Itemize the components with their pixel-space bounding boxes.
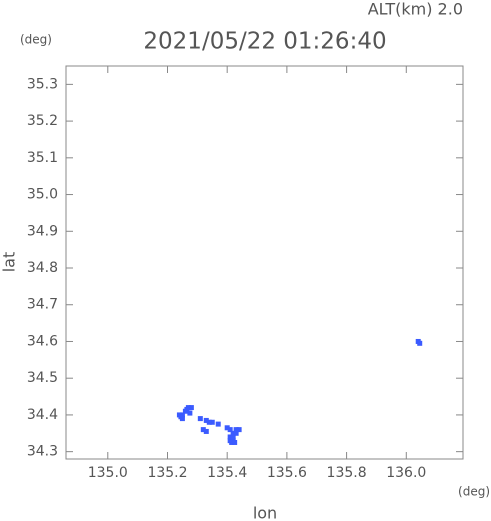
x-axis-label: lon xyxy=(253,504,277,521)
data-point xyxy=(236,427,242,433)
y-tick-label: 34.4 xyxy=(27,407,58,423)
chart-title: 2021/05/22 01:26:40 xyxy=(143,29,386,55)
data-point xyxy=(178,414,184,420)
y-tick-label: 34.3 xyxy=(27,444,58,460)
y-tick-label: 35.0 xyxy=(27,187,58,203)
y-tick-label: 34.9 xyxy=(27,223,58,239)
data-point xyxy=(197,416,203,422)
subtitle: ALT(km) 2.0 xyxy=(368,0,463,19)
x-tick-label: 135.2 xyxy=(147,465,187,481)
data-point xyxy=(233,427,239,433)
data-point xyxy=(417,340,423,346)
data-point xyxy=(229,439,235,445)
y-tick-label: 35.1 xyxy=(27,150,58,166)
y-unit: (deg) xyxy=(20,33,52,47)
y-tick-label: 34.5 xyxy=(27,370,58,386)
data-point xyxy=(230,434,236,440)
data-point xyxy=(227,427,233,433)
x-tick-label: 135.0 xyxy=(88,465,128,481)
y-tick-label: 34.8 xyxy=(27,260,58,276)
data-point xyxy=(230,430,236,436)
x-tick-label: 135.4 xyxy=(207,465,247,481)
x-unit: (deg) xyxy=(458,485,490,499)
y-axis-label: lat xyxy=(0,252,19,273)
data-point xyxy=(200,427,206,433)
y-tick-label: 35.2 xyxy=(27,113,58,129)
data-point xyxy=(187,410,193,416)
plot-frame xyxy=(65,65,464,460)
data-point xyxy=(184,406,190,412)
y-tick-label: 34.7 xyxy=(27,297,58,313)
data-point xyxy=(233,430,239,436)
data-point xyxy=(188,405,194,411)
x-tick-label: 135.8 xyxy=(327,465,367,481)
data-point xyxy=(209,419,215,425)
data-point xyxy=(215,421,221,427)
y-tick-label: 35.3 xyxy=(27,76,58,92)
y-tick-label: 34.6 xyxy=(27,333,58,349)
x-tick-label: 135.6 xyxy=(267,465,307,481)
data-point xyxy=(224,425,230,431)
data-point xyxy=(203,417,209,423)
data-point xyxy=(203,428,209,434)
data-point xyxy=(206,419,212,425)
data-point xyxy=(232,439,238,445)
data-point xyxy=(227,434,233,440)
x-tick-label: 136.0 xyxy=(386,465,426,481)
